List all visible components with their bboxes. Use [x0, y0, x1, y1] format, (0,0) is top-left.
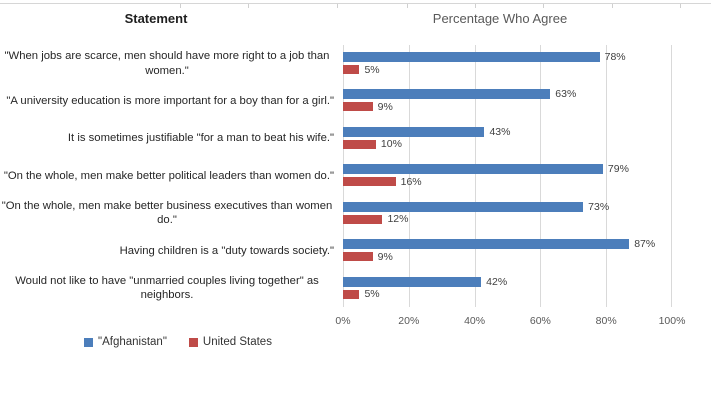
bar-united-states — [343, 177, 396, 187]
bar-afghanistan — [343, 89, 551, 100]
bar-row-united-states: 16% — [343, 175, 422, 188]
legend-item-afghanistan: "Afghanistan" — [84, 336, 167, 348]
x-axis-tick-label: 20% — [398, 315, 420, 327]
plot-area: 78% 5% 63% 9% 43% 10% 79% 16% 73% 12% 87% 9% 42% 5% — [343, 45, 672, 307]
gridline — [474, 45, 476, 307]
bar-value-label: 78% — [604, 51, 626, 63]
ruler-tick — [407, 4, 408, 8]
ruler-tick — [612, 4, 613, 8]
bar-afghanistan — [343, 164, 603, 175]
ruler-tick — [680, 4, 681, 8]
bar-value-label: 9% — [377, 250, 393, 263]
category-label-row: Would not like to have "unmarried couple… — [0, 270, 334, 307]
bar-group: 87% 9% — [343, 232, 672, 269]
bar-afghanistan — [343, 201, 584, 212]
bar-value-label: 10% — [380, 138, 402, 151]
bar-value-label: 87% — [634, 238, 656, 251]
legend-swatch-icon — [188, 337, 198, 347]
bar-group: 73% 12% — [343, 195, 672, 232]
chart-title: Percentage Who Agree — [432, 11, 568, 26]
bar-row-united-states: 9% — [343, 250, 393, 263]
category-label-row: Having children is a "duty towards socie… — [0, 232, 334, 269]
bar-row-united-states: 5% — [343, 288, 380, 301]
x-axis-tick-label: 60% — [529, 315, 551, 327]
x-axis-tick-label: 40% — [464, 315, 486, 327]
bar-row-afghanistan: 42% — [343, 275, 508, 288]
category-label-row: "When jobs are scarce, men should have m… — [0, 45, 334, 82]
bar-value-label: 16% — [400, 175, 422, 188]
statement-column-title: Statement — [124, 11, 188, 26]
bar-group: 78% 5% — [343, 45, 672, 82]
bar-united-states — [343, 289, 360, 299]
bar-value-label: 42% — [486, 275, 508, 288]
bar-united-states — [343, 102, 373, 112]
bar-row-united-states: 12% — [343, 213, 409, 226]
bar-row-afghanistan: 87% — [343, 238, 656, 251]
bar-group: 63% 9% — [343, 82, 672, 119]
category-label-text: Having children is a "duty towards socie… — [119, 244, 334, 257]
bar-afghanistan — [343, 239, 630, 250]
bar-afghanistan — [343, 276, 482, 287]
bar-row-afghanistan: 43% — [343, 125, 511, 138]
bar-group: 42% 5% — [343, 270, 672, 307]
bar-value-label: 43% — [489, 125, 511, 138]
bar-united-states — [343, 139, 376, 149]
category-label-row: "On the whole, men make better business … — [0, 195, 334, 232]
x-axis-tick-label: 100% — [658, 315, 686, 327]
bar-united-states — [343, 214, 383, 224]
category-label-text: It is sometimes justifiable "for a man t… — [67, 132, 334, 145]
bar-value-label: 79% — [607, 163, 629, 176]
x-axis-tick-label: 0% — [335, 315, 351, 327]
bar-afghanistan — [343, 52, 600, 62]
bar-group: 79% 16% — [343, 157, 672, 194]
ruler-tick — [543, 4, 544, 8]
bar-value-label: 73% — [588, 200, 610, 213]
category-label-text: "A university education is more importan… — [6, 94, 334, 107]
bar-united-states — [343, 252, 373, 262]
gridline — [540, 45, 542, 307]
ruler-tick — [248, 4, 249, 8]
category-label-row: It is sometimes justifiable "for a man t… — [0, 120, 334, 157]
bar-afghanistan — [343, 126, 485, 137]
top-ruler-line — [0, 3, 711, 8]
gridline — [343, 45, 344, 307]
category-label-text: "On the whole, men make better political… — [3, 169, 334, 182]
bar-value-label: 5% — [364, 288, 380, 301]
category-label-text: "When jobs are scarce, men should have m… — [4, 50, 330, 77]
bar-row-afghanistan: 78% — [343, 51, 626, 63]
gridline — [408, 45, 410, 307]
bar-united-states — [343, 65, 360, 74]
x-axis-tick-label: 80% — [595, 315, 617, 327]
gridline — [606, 45, 608, 307]
category-label-text: Would not like to have "unmarried couple… — [15, 274, 319, 302]
legend: "Afghanistan" United States — [84, 336, 272, 348]
bar-value-label: 12% — [387, 213, 409, 226]
legend-item-united-states: United States — [188, 336, 272, 348]
bar-row-united-states: 9% — [343, 100, 393, 113]
gridline — [671, 45, 672, 307]
ruler-tick — [180, 4, 181, 8]
bar-row-afghanistan: 79% — [343, 163, 629, 176]
bar-row-afghanistan: 63% — [343, 88, 577, 101]
legend-swatch-icon — [84, 337, 93, 347]
category-label-row: "A university education is more importan… — [0, 82, 334, 119]
bar-value-label: 9% — [377, 100, 393, 113]
ruler-tick — [337, 4, 338, 8]
bar-row-afghanistan: 73% — [343, 200, 610, 213]
legend-label: "Afghanistan" — [98, 336, 167, 348]
bar-row-united-states: 10% — [343, 138, 402, 151]
category-label-text: "On the whole, men make better business … — [1, 199, 333, 227]
ruler-tick — [475, 4, 476, 8]
bar-group: 43% 10% — [343, 120, 672, 157]
bar-value-label: 63% — [555, 88, 577, 101]
legend-label: United States — [202, 336, 272, 348]
bar-row-united-states: 5% — [343, 63, 380, 76]
category-label-row: "On the whole, men make better political… — [0, 157, 334, 194]
bar-value-label: 5% — [364, 63, 380, 76]
